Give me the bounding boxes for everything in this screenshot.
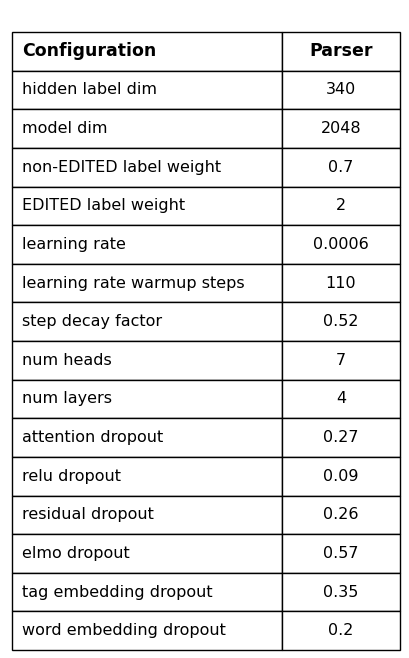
Text: 0.2: 0.2 — [327, 623, 353, 638]
Text: attention dropout: attention dropout — [22, 430, 163, 445]
Bar — [281, 380, 399, 418]
Text: learning rate: learning rate — [22, 237, 126, 252]
Text: 0.26: 0.26 — [322, 507, 358, 522]
Text: step decay factor: step decay factor — [22, 314, 162, 329]
Bar — [12, 225, 281, 264]
Bar — [281, 303, 399, 341]
Bar — [12, 418, 281, 457]
Text: learning rate warmup steps: learning rate warmup steps — [22, 276, 244, 291]
Bar — [281, 457, 399, 495]
Bar — [281, 186, 399, 225]
Text: 0.0006: 0.0006 — [312, 237, 368, 252]
Bar — [281, 495, 399, 534]
Text: 0.27: 0.27 — [322, 430, 358, 445]
Text: 2: 2 — [335, 198, 345, 213]
Text: 2048: 2048 — [320, 121, 360, 136]
Bar — [281, 611, 399, 650]
Bar — [281, 341, 399, 380]
Text: 0.35: 0.35 — [322, 584, 357, 599]
Text: 7: 7 — [335, 353, 345, 368]
Bar — [12, 32, 281, 70]
Bar — [12, 572, 281, 611]
Bar — [12, 534, 281, 572]
Bar — [281, 572, 399, 611]
Text: residual dropout: residual dropout — [22, 507, 153, 522]
Text: non-EDITED label weight: non-EDITED label weight — [22, 160, 220, 174]
Text: 0.7: 0.7 — [327, 160, 353, 174]
Text: hidden label dim: hidden label dim — [22, 82, 157, 97]
Text: tag embedding dropout: tag embedding dropout — [22, 584, 212, 599]
Text: num layers: num layers — [22, 392, 112, 407]
Bar — [281, 32, 399, 70]
Bar — [281, 225, 399, 264]
Bar — [12, 303, 281, 341]
Bar — [12, 380, 281, 418]
Bar — [281, 418, 399, 457]
Text: model dim: model dim — [22, 121, 107, 136]
Text: EDITED label weight: EDITED label weight — [22, 198, 185, 213]
Text: 0.09: 0.09 — [322, 468, 358, 484]
Bar — [281, 534, 399, 572]
Text: 0.52: 0.52 — [322, 314, 358, 329]
Text: relu dropout: relu dropout — [22, 468, 121, 484]
Bar — [281, 148, 399, 186]
Text: Configuration: Configuration — [22, 42, 156, 61]
Text: 4: 4 — [335, 392, 345, 407]
Bar — [12, 457, 281, 495]
Bar — [12, 611, 281, 650]
Bar — [12, 264, 281, 303]
Bar — [12, 495, 281, 534]
Bar — [12, 341, 281, 380]
Text: 110: 110 — [325, 276, 355, 291]
Text: Parser: Parser — [308, 42, 372, 61]
Text: elmo dropout: elmo dropout — [22, 546, 129, 561]
Text: 340: 340 — [325, 82, 355, 97]
Bar — [12, 148, 281, 186]
Bar — [12, 186, 281, 225]
Bar — [281, 70, 399, 109]
Bar — [12, 70, 281, 109]
Text: num heads: num heads — [22, 353, 112, 368]
Bar — [281, 109, 399, 148]
Text: 0.57: 0.57 — [322, 546, 358, 561]
Text: word embedding dropout: word embedding dropout — [22, 623, 225, 638]
Bar — [12, 109, 281, 148]
Bar — [281, 264, 399, 303]
